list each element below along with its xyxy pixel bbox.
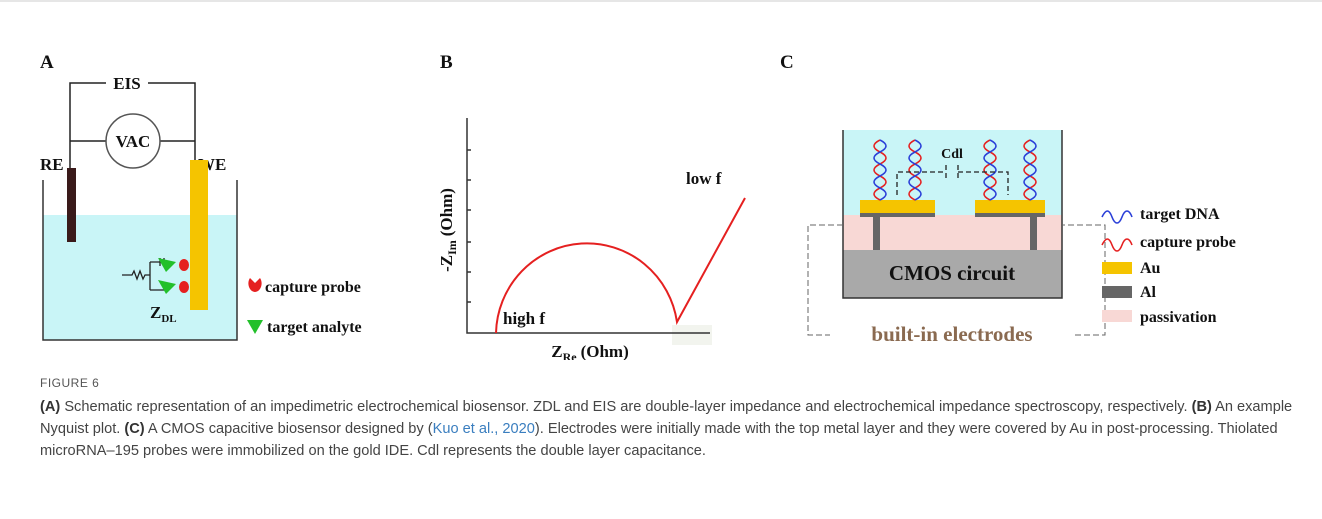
legend-label: Al: [1140, 284, 1157, 301]
panel-a: A EIS VAC RE WE ZDL capture probe target…: [40, 52, 362, 340]
vac-label: VAC: [116, 132, 151, 151]
x-unit: (Ohm): [581, 342, 629, 360]
caption-a-label: (A): [40, 399, 60, 415]
x-axis-label: ZRe(Ohm): [551, 342, 629, 360]
caption-c-text: A CMOS capacitive biosensor designed by …: [148, 421, 433, 437]
citation-link[interactable]: Kuo et al., 2020: [433, 421, 535, 437]
re-label: RE: [40, 155, 64, 174]
panel-label: B: [440, 52, 453, 73]
panel-label: A: [40, 52, 54, 73]
y-axis-label: -ZIm (Ohm): [437, 188, 459, 272]
figure: A EIS VAC RE WE ZDL capture probe target…: [0, 0, 1322, 360]
legend-label: capture probe: [265, 279, 361, 296]
electrodes-label: built-in electrodes: [871, 322, 1032, 346]
y-unit: (Ohm): [437, 188, 456, 236]
caption: FIGURE 6 (A) Schematic representation of…: [40, 372, 1300, 462]
x-sub: Re: [563, 350, 578, 360]
legend-label: passivation: [1140, 309, 1217, 326]
zdl-sub: DL: [161, 313, 176, 325]
caption-b-label: (B): [1192, 399, 1212, 415]
zdl-main: Z: [150, 303, 161, 322]
panel-c: C Cdl CMOS circuit built-in electrodes t…: [780, 52, 1236, 346]
caption-c-label: (C): [124, 421, 144, 437]
cdl-label: Cdl: [941, 147, 963, 162]
y-sub: Im: [445, 240, 459, 255]
y-main: -Z: [437, 255, 456, 272]
caption-text: (A) Schematic representation of an imped…: [40, 396, 1300, 462]
legend-label: target DNA: [1140, 206, 1220, 223]
caption-a-text: Schematic representation of an impedimet…: [64, 399, 1187, 415]
circuit-label: CMOS circuit: [889, 261, 1015, 285]
legend-label: target analyte: [267, 319, 362, 336]
legend-label: Au: [1140, 260, 1161, 277]
legend-label: capture probe: [1140, 234, 1236, 251]
low-f: low f: [686, 169, 722, 188]
high-f: high f: [503, 309, 545, 328]
page: A EIS VAC RE WE ZDL capture probe target…: [0, 0, 1322, 519]
panel-b: B -ZIm(Ohm) low f high f ZRe(Ohm): [437, 52, 745, 360]
caption-label: FIGURE 6: [40, 372, 1300, 394]
eis-label: EIS: [113, 74, 140, 93]
x-main: Z: [551, 342, 562, 360]
panel-label: C: [780, 52, 794, 73]
